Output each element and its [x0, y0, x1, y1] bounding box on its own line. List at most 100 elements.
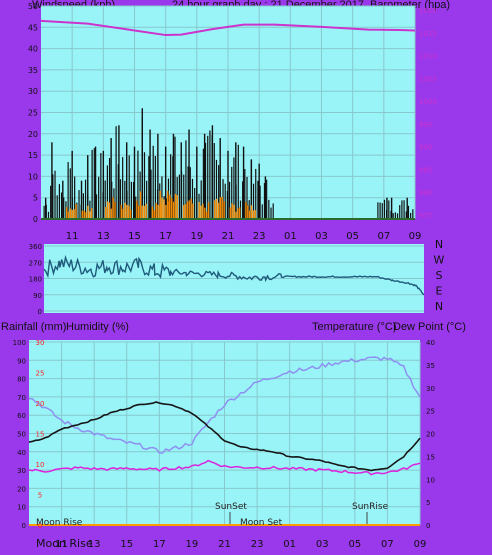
wind-y-tick-label: 0 — [33, 215, 38, 224]
rainfall-y-tick-label: 0 — [38, 522, 42, 530]
temperature-y-tick-label: 0 — [426, 522, 430, 530]
pressure-y-tick-label: 1020 — [419, 7, 437, 15]
bottom-x-tick-label: 13 — [88, 539, 101, 550]
bottom-x-tick-label: 17 — [153, 539, 166, 550]
bottom-x-tick-label: 09 — [414, 539, 427, 550]
top-x-tick-label: 05 — [346, 231, 359, 242]
bottom-x-tick-label: 19 — [186, 539, 199, 550]
humidity-y-tick-label: 0 — [22, 522, 26, 530]
rainfall-axis-title: Rainfall (mm) — [1, 321, 67, 333]
wind-y-tick-label: 15 — [28, 151, 38, 160]
temperature-y-tick-label: 25 — [426, 408, 435, 416]
dewpoint-line — [28, 459, 421, 476]
temperature-y-tick-label: 20 — [426, 431, 435, 439]
direction-line — [43, 254, 425, 296]
humidity-y-axis: 0 10 20 30 40 50 60 70 80 90 100 — [13, 339, 26, 530]
rainfall-y-tick-label: 20 — [36, 400, 45, 408]
pressure-y-tick-label: 1010 — [419, 53, 437, 61]
moonset-label: Moon Set — [240, 518, 283, 528]
pressure-y-tick-label: 1015 — [419, 30, 437, 38]
compass-label: N — [435, 238, 443, 251]
compass-label: S — [436, 269, 443, 282]
pressure-y-tick-label: 990 — [419, 144, 432, 152]
sunset-label: SunSet — [215, 502, 247, 512]
top-x-tick-label: 17 — [159, 231, 172, 242]
top-x-tick-label: 21 — [222, 231, 235, 242]
bottom-x-tick-label: 01 — [283, 539, 296, 550]
humidity-y-tick-label: 40 — [17, 449, 26, 457]
direction-y-tick-label: 90 — [33, 292, 42, 300]
top-x-tick-label: 03 — [315, 231, 328, 242]
wind-y-tick-label: 30 — [28, 87, 38, 96]
humidity-y-tick-label: 70 — [17, 394, 26, 402]
top-x-tick-label: 15 — [128, 231, 141, 242]
top-x-tick-label: 09 — [409, 231, 422, 242]
rainfall-y-tick-label: 15 — [36, 431, 45, 439]
rainfall-y-tick-label: 30 — [36, 339, 45, 347]
wind-y-tick-label: 25 — [28, 109, 38, 118]
pressure-y-tick-label: 980 — [419, 189, 432, 197]
temperature-y-tick-label: 15 — [426, 453, 435, 461]
top-x-tick-label: 23 — [253, 231, 266, 242]
pressure-y-tick-label: 975 — [419, 212, 432, 220]
bottom-x-tick-label: 11 — [55, 539, 68, 550]
bottom-x-tick-label: 07 — [381, 539, 394, 550]
moonrise-bottom-label: Moon Rise — [36, 537, 93, 550]
temperature-y-tick-label: 30 — [426, 385, 435, 393]
top-x-axis: 11 13 15 17 19 21 23 01 03 05 07 09 — [66, 231, 422, 242]
top-x-tick-label: 11 — [66, 231, 79, 242]
pressure-y-tick-label: 985 — [419, 166, 432, 174]
wind-y-tick-label: 10 — [28, 172, 38, 181]
wind-y-tick-label: 50 — [28, 2, 38, 11]
direction-y-tick-label: 270 — [29, 259, 42, 267]
wind-y-tick-label: 20 — [28, 130, 38, 139]
temperature-line — [28, 401, 421, 472]
humidity-y-tick-label: 100 — [13, 339, 26, 347]
direction-y-tick-label: 360 — [29, 243, 42, 251]
rainfall-y-tick-label: 5 — [38, 492, 42, 500]
top-x-tick-label: 13 — [97, 231, 110, 242]
top-x-tick-label: 07 — [377, 231, 390, 242]
bottom-x-tick-label: 21 — [218, 539, 231, 550]
dewpoint-axis-title: Dew Point (°C) — [393, 321, 466, 333]
wind-y-axis: 0 5 10 15 20 25 30 35 40 45 50 — [28, 2, 38, 224]
humidity-y-tick-label: 60 — [17, 412, 26, 420]
wind-y-tick-label: 45 — [28, 23, 38, 32]
wind-y-tick-label: 40 — [28, 45, 38, 54]
wind-y-tick-label: 35 — [28, 66, 38, 75]
compass-label: W — [434, 254, 445, 267]
direction-y-tick-label: 180 — [29, 276, 42, 284]
humidity-y-tick-label: 30 — [17, 467, 26, 475]
humidity-axis-title: Humidity (%) — [66, 321, 129, 333]
direction-y-axis: 0 90 180 270 360 — [29, 243, 42, 316]
wind-average-series — [66, 190, 256, 219]
direction-y-tick-label: 0 — [38, 308, 42, 316]
temperature-y-axis: 0 5 10 15 20 25 30 35 40 — [426, 339, 435, 530]
temperature-axis-title: Temperature (°C) — [312, 321, 397, 333]
bottom-x-tick-label: 15 — [120, 539, 133, 550]
humidity-y-tick-label: 90 — [17, 357, 26, 365]
pressure-y-tick-label: 995 — [419, 121, 432, 129]
rainfall-y-tick-label: 25 — [36, 370, 45, 378]
pressure-y-tick-label: 1000 — [419, 98, 437, 106]
direction-grid — [44, 245, 424, 312]
humidity-y-tick-label: 50 — [17, 431, 26, 439]
humidity-y-tick-label: 80 — [17, 376, 26, 384]
pressure-line — [40, 19, 416, 37]
rainfall-y-axis: 0 5 10 15 20 25 30 — [36, 339, 45, 530]
humidity-line — [28, 356, 421, 454]
bottom-x-tick-label: 03 — [316, 539, 329, 550]
pressure-y-tick-label: 1005 — [419, 75, 437, 83]
humidity-y-tick-label: 20 — [17, 485, 26, 493]
rainfall-y-tick-label: 10 — [36, 461, 45, 469]
humidity-y-tick-label: 10 — [17, 504, 26, 512]
moonrise-label: Moon Rise — [36, 518, 83, 528]
wind-gust-series — [43, 108, 414, 219]
top-x-tick-label: 01 — [284, 231, 297, 242]
top-x-tick-label: 19 — [190, 231, 203, 242]
bottom-x-axis: 11 13 15 17 19 21 23 01 03 05 07 09 — [55, 539, 426, 550]
pressure-y-axis: 975 980 985 990 995 1000 1005 1010 1015 1020 — [419, 7, 437, 220]
bottom-x-tick-label: 23 — [251, 539, 264, 550]
